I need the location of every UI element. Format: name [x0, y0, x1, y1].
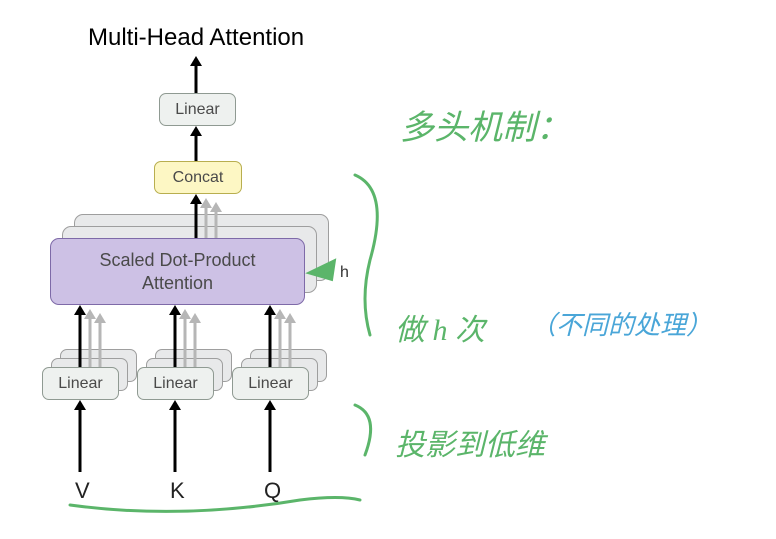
sdpa-box: Scaled Dot-Product Attention [50, 238, 305, 305]
handwriting-3: （不同的处理） [530, 305, 712, 342]
handwriting-2: 做 h 次 [395, 305, 485, 349]
concat-box: Concat [154, 161, 242, 194]
linear-k-label: Linear [153, 375, 197, 393]
linear-top-box: Linear [159, 93, 236, 126]
linear-v-label: Linear [58, 375, 102, 393]
concat-label: Concat [173, 169, 224, 187]
sdpa-label-line1: Scaled Dot-Product [99, 249, 255, 272]
linear-q-label: Linear [248, 375, 292, 393]
input-label-q: Q [264, 478, 281, 504]
linear-top-label: Linear [175, 101, 219, 119]
handwriting-4: 投影到低维 [395, 420, 545, 464]
input-label-k: K [170, 478, 185, 504]
handwriting-1: 多头机制： [400, 100, 570, 149]
sdpa-label-line2: Attention [99, 272, 255, 295]
linear-v-box: Linear [42, 367, 119, 400]
input-label-v: V [75, 478, 90, 504]
linear-q-box: Linear [232, 367, 309, 400]
h-label: h [340, 264, 349, 282]
diagram-area: Linear Concat Scaled Dot-Product Attenti… [0, 0, 776, 539]
linear-k-box: Linear [137, 367, 214, 400]
